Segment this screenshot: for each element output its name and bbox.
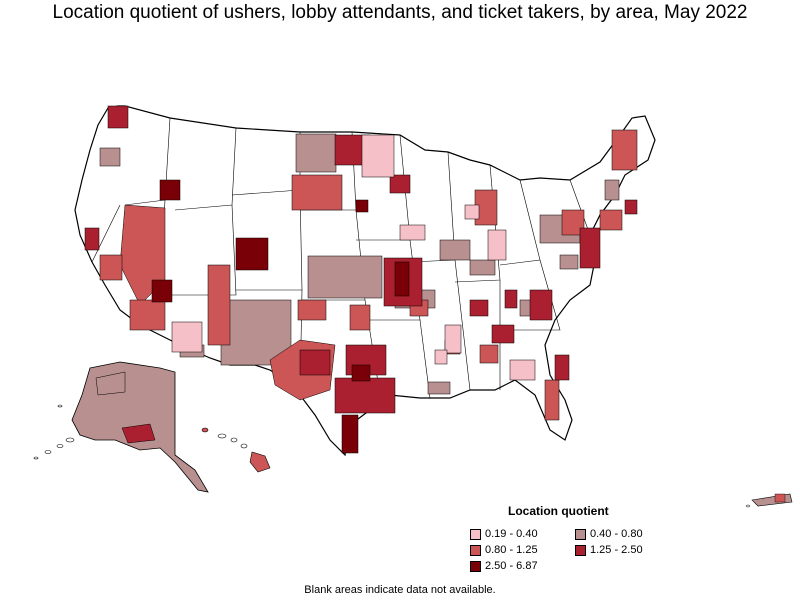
legend-item-0.40-0.80: 0.40 - 0.80: [575, 528, 643, 541]
legend-label: 0.19 - 0.40: [485, 528, 538, 540]
areas-lq-0.19-0.40: [171, 134, 536, 381]
alaska-anchorage-area: [121, 423, 156, 444]
legend-label: 1.25 - 2.50: [590, 544, 643, 556]
puerto-rico-east: [774, 493, 786, 503]
aleutian-islands: [33, 404, 75, 460]
legend-swatch: [575, 544, 586, 556]
legend-item-0.80-1.25: 0.80 - 1.25: [470, 544, 538, 557]
legend-title: Location quotient: [508, 504, 609, 518]
legend-item-0.19-0.40: 0.19 - 0.40: [470, 528, 538, 541]
areas-lq-2.50-6.87: [151, 179, 410, 454]
areas-lq-1.25-2.50: [84, 105, 638, 414]
legend-label: 2.50 - 6.87: [485, 560, 538, 572]
alaska-north-area: [95, 371, 126, 396]
puerto-rico: [751, 493, 793, 507]
legend-item-2.50-6.87: 2.50 - 6.87: [470, 560, 538, 573]
legend-swatch: [575, 528, 586, 540]
legend-swatch: [470, 528, 481, 540]
legend-item-1.25-2.50: 1.25 - 2.50: [575, 544, 643, 557]
hawaii: [201, 427, 271, 473]
virgin-islands: [745, 504, 751, 508]
map-title: Location quotient of ushers, lobby atten…: [52, 2, 748, 23]
legend-label: 0.40 - 0.80: [590, 528, 643, 540]
footnote: Blank areas indicate data not available.: [304, 584, 496, 596]
legend-swatch: [470, 560, 481, 572]
legend-label: 0.80 - 1.25: [485, 544, 538, 556]
legend-swatch: [470, 544, 481, 556]
